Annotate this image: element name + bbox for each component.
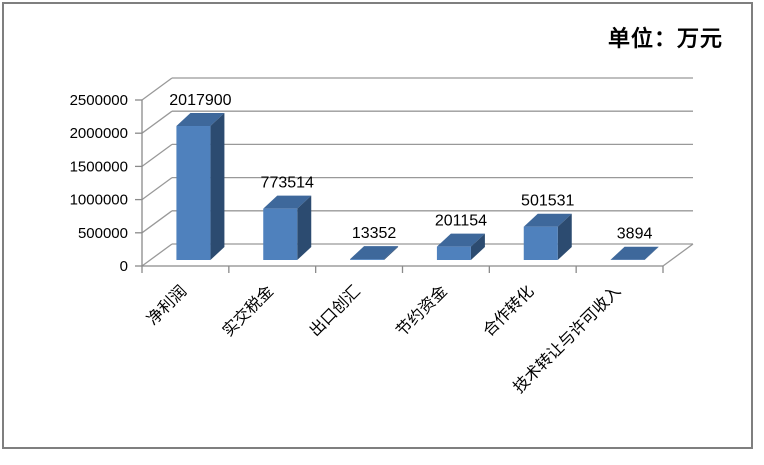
bar-side-face [297,195,312,260]
gridline-depth-connector [141,110,173,134]
bar-data-label: 773514 [261,175,314,192]
bar-data-label: 3894 [617,226,653,243]
floor-right-edge [662,243,694,267]
bar-top-face [610,246,659,260]
bar-top-face [350,246,399,260]
gridline-depth-connector [141,210,173,234]
category-label: 出口创汇 [306,282,364,340]
bar-side-face [644,246,659,260]
bar-top-face [263,195,312,209]
bar [263,208,298,260]
gridline-depth-connector [141,77,173,101]
gridline-depth-connector [141,143,173,167]
bar [350,259,385,260]
y-axis-tick-label: 0 [120,258,128,275]
category-label: 节约资金 [393,282,451,340]
bar-top-face [523,213,572,227]
bar [523,226,558,260]
y-axis-tick-label: 1000000 [70,192,128,209]
y-axis-tick-label: 2000000 [70,125,128,142]
bar-data-label: 2017900 [169,92,231,109]
category-label: 净利润 [144,282,191,329]
bar [176,126,211,260]
y-axis-tick-label: 500000 [78,225,128,242]
bar-side-face [470,233,485,260]
y-axis-tick-label: 1500000 [70,158,128,175]
y-axis-tick-label: 2500000 [70,92,128,109]
bar-top-face [176,113,225,127]
gridline-depth-connector [141,177,173,201]
bar-side-face [210,113,225,260]
bar-data-label: 201154 [435,213,487,230]
gridline-depth-connector [141,243,173,267]
bar-data-label: 13352 [352,225,397,242]
category-label: 实交税金 [219,282,277,340]
bar [436,246,471,260]
bar-side-face [557,213,572,260]
bar-top-face [436,233,485,247]
bar-side-face [384,246,399,260]
bar-data-label: 501531 [521,193,574,210]
unit-label: 单位：万元 [607,26,723,51]
category-label: 合作转化 [480,282,538,340]
